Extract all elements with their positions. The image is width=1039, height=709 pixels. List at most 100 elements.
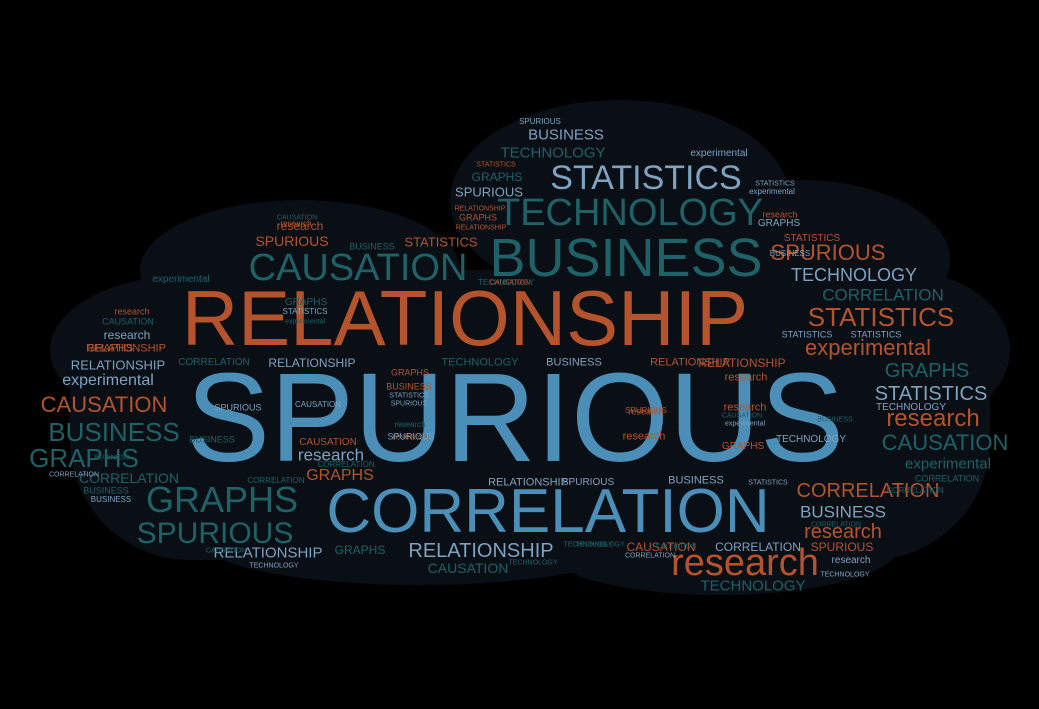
word-technology-tiny: TECHNOLOGY: [249, 562, 299, 570]
word-spurious-main: SPURIOUS: [185, 347, 845, 488]
word-statistics-right-small: STATISTICS: [783, 233, 841, 244]
word-relationship-tiny-top: RELATIONSHIP: [454, 205, 506, 213]
word-business-tiny-center-left: BUSINESS: [189, 434, 235, 445]
word-correlation-tiny-center: CORRELATION: [317, 460, 375, 469]
word-graphs-tiny-right: GRAPHS: [721, 441, 765, 452]
word-business-mid: BUSINESS: [546, 356, 602, 369]
word-experimental-upper-right: experimental: [749, 187, 795, 196]
word-correlation-right: CORRELATION: [822, 285, 944, 305]
word-statistics-upper: STATISTICS: [404, 234, 478, 250]
word-graphs-upper-right: GRAPHS: [757, 218, 801, 229]
word-statistics-right-2: STATISTICS: [874, 383, 988, 405]
word-relationship-mid-right: RELATIONSHIP: [698, 356, 786, 370]
word-causation-tiny-left: CAUSATION: [102, 316, 154, 327]
word-business-tiny-right-2: BUSINESS: [817, 416, 853, 424]
word-causation-large: CAUSATION: [248, 247, 468, 289]
word-research-tiny-right: research: [831, 555, 871, 566]
word-statistics-right: STATISTICS: [807, 302, 955, 332]
word-causation-right: CAUSATION: [881, 430, 1009, 455]
word-causation-tiny-2: CAUSATION: [489, 279, 531, 287]
word-research-mid-right: research: [724, 371, 768, 384]
word-technology-small-right: TECHNOLOGY: [875, 402, 947, 413]
word-experimental-right-2: experimental: [905, 455, 991, 473]
word-business-tiny-center: BUSINESS: [386, 381, 432, 392]
word-causation-bottom: CAUSATION: [427, 560, 509, 576]
word-technology-mid: TECHNOLOGY: [441, 356, 519, 369]
word-business-right-small: BUSINESS: [668, 474, 724, 487]
word-research-upper-right: research: [762, 209, 798, 220]
word-technology-tiny-6: TECHNOLOGY: [563, 541, 613, 549]
word-causation-tiny-upper: CAUSATION: [276, 214, 318, 222]
word-spurious-topmost: SPURIOUS: [519, 117, 561, 126]
word-experimental-right: experimental: [805, 335, 931, 360]
word-research-tiny-upper: research: [280, 219, 312, 228]
word-statistics-small-1: STATISTICS: [781, 329, 833, 340]
word-graphs-mid-left: GRAPHS: [284, 297, 328, 308]
word-business-right: BUSINESS: [800, 502, 886, 522]
word-graphs-left: GRAPHS: [29, 443, 139, 473]
word-business-upper: BUSINESS: [349, 241, 395, 252]
word-experimental-tiny-right: experimental: [724, 420, 766, 428]
word-spurious-tiny-center-3: SPURIOUS: [390, 400, 428, 408]
word-statistics-large: STATISTICS: [550, 159, 742, 197]
word-correlation-tiny-right-2: CORRELATION: [810, 521, 862, 529]
word-business-top: BUSINESS: [528, 126, 604, 144]
word-business-tiny-left: BUSINESS: [83, 485, 129, 496]
word-causation-tiny-center: CAUSATION: [294, 400, 342, 409]
word-technology-top: TECHNOLOGY: [500, 144, 606, 162]
word-causation-tiny-right: CAUSATION: [655, 543, 697, 551]
word-business-tiny-right: BUSINESS: [769, 249, 811, 258]
word-relationship-main: RELATIONSHIP: [181, 274, 749, 362]
cloud-fill: [50, 100, 1010, 595]
word-causation-left: CAUSATION: [40, 392, 168, 417]
word-correlation-main: CORRELATION: [326, 477, 770, 546]
word-correlation-tiny-right: CORRELATION: [886, 486, 944, 495]
word-experimental-upper-left: experimental: [152, 274, 210, 285]
word-relationship-tiny-top-2: RELATIONSHIP: [455, 224, 507, 232]
word-technology-tiny-4: TECHNOLOGY: [575, 541, 625, 549]
word-graphs-right: GRAPHS: [884, 360, 970, 382]
word-correlation-right-2: CORRELATION: [796, 480, 940, 502]
word-causation-mid-left: CAUSATION: [299, 437, 357, 448]
word-relationship-bottom: RELATIONSHIP: [408, 540, 554, 562]
word-experimental-left: experimental: [62, 372, 154, 389]
word-research-left: research: [103, 328, 151, 342]
word-research-upper-left: research: [276, 219, 324, 233]
word-causation-bottom-right: CAUSATION: [626, 540, 696, 554]
word-technology-tiny-2: TECHNOLOGY: [508, 559, 558, 567]
word-correlation-left: CORRELATION: [78, 470, 180, 486]
word-technology-right: TECHNOLOGY: [790, 265, 918, 285]
word-spurious-tiny-center: SPURIOUS: [625, 406, 667, 415]
word-graphs-tiny-center: GRAPHS: [390, 367, 430, 378]
word-statistics-tiny-left: STATISTICS: [282, 307, 328, 316]
word-relationship-bottom-left: RELATIONSHIP: [213, 544, 323, 562]
word-statistics-tiny-center-2: STATISTICS: [389, 392, 429, 400]
word-research-tiny-center: research: [394, 420, 426, 429]
word-business-tiny-left-2: BUSINESS: [90, 495, 132, 504]
word-relationship-tiny-left: CORRELATION: [48, 471, 100, 479]
word-business-left: BUSINESS: [48, 417, 180, 447]
word-statistics-small-2: STATISTICS: [850, 329, 902, 340]
word-technology-right-small: TECHNOLOGY: [775, 434, 847, 445]
word-technology-tiny-5: TECHNOLOGY: [820, 571, 870, 579]
word-research-right-small: research: [723, 401, 767, 414]
word-causation-tiny-right-2: CAUSATION: [721, 412, 763, 420]
word-statistics-tiny-right: STATISTICS: [755, 180, 795, 188]
word-relationship-center-bottom: RELATIONSHIP: [488, 476, 568, 489]
word-correlation-mid-left: CORRELATION: [178, 357, 250, 368]
word-experimental-top-right: experimental: [690, 148, 748, 159]
word-research-center-right-2: research: [628, 406, 664, 417]
word-graphs-top: GRAPHS: [471, 170, 523, 184]
word-spurious-right: SPURIOUS: [770, 240, 886, 265]
word-technology-bottom: TECHNOLOGY: [700, 577, 806, 595]
word-graphs-small-left: GRAPHS: [86, 342, 134, 355]
word-relationship-left: RELATIONSHIP: [70, 357, 166, 373]
word-research-center-left: research: [392, 431, 428, 442]
word-technology-large: TECHNOLOGY: [496, 192, 764, 234]
word-business-tiny-left-3: BUSINESS: [94, 454, 130, 462]
word-research-center: research: [297, 445, 365, 465]
word-correlation-tiny-left: CORRELATION: [247, 476, 305, 485]
word-research-tiny-left: research: [114, 306, 150, 317]
word-relationship-tiny-right: RELATIONSHIP: [650, 356, 730, 369]
